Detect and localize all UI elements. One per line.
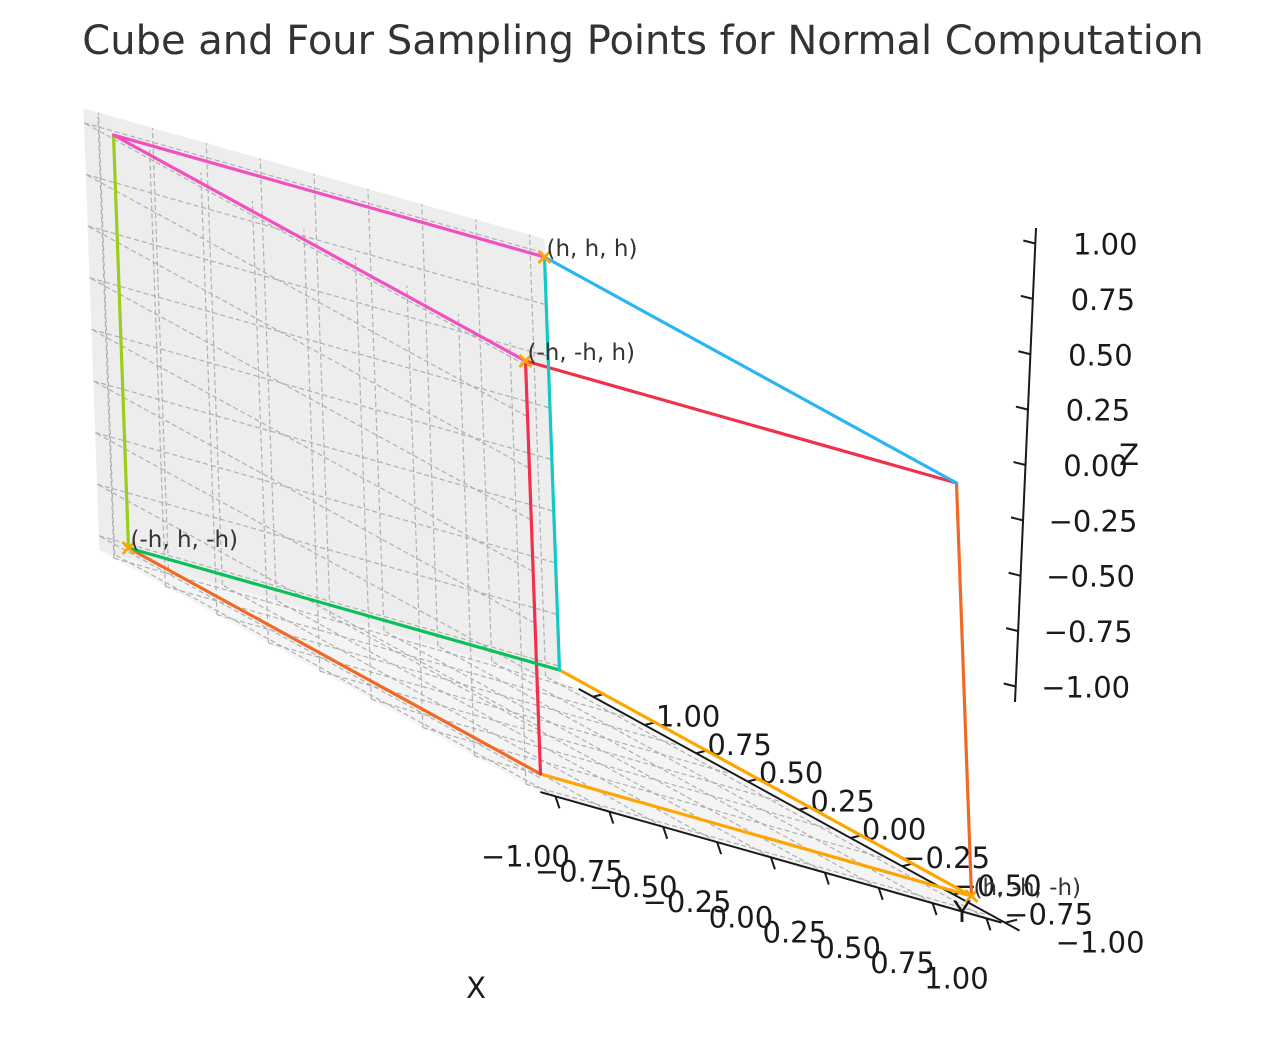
gridline	[94, 432, 537, 675]
y-tick-label: −0.75	[1004, 897, 1093, 931]
x-tick	[608, 811, 615, 824]
gridline	[475, 219, 493, 662]
z-tick-label: 0.75	[1071, 283, 1136, 317]
cube-edge	[557, 668, 974, 898]
gridline	[354, 257, 373, 700]
x-tick-label: 0.25	[763, 916, 828, 950]
z-tick	[1005, 627, 1019, 633]
cube-edge	[523, 359, 959, 485]
sampling-points: (h, -h, -h) (-h, h, -h) (-h, -h, h) (h, h, …	[121, 236, 1082, 903]
x-tick	[554, 796, 561, 809]
z-tick-label: −0.25	[1049, 504, 1138, 538]
gridline	[87, 225, 529, 469]
sampling-point-label: (h, h, h)	[547, 236, 638, 262]
z-tick-label: 0.25	[1066, 394, 1131, 428]
cube-edge	[111, 133, 528, 363]
gridline	[421, 204, 439, 647]
gridline	[509, 342, 527, 785]
gridline	[528, 234, 547, 677]
gridline	[151, 127, 170, 570]
cube-edge	[542, 255, 959, 485]
gridline	[98, 535, 541, 779]
axes: −1.00−1.00−0.75−0.75−0.50 −0.50−0.25−0.25…	[481, 228, 1145, 996]
z-tick-label: −0.50	[1046, 560, 1135, 594]
z-tick	[1015, 405, 1029, 411]
x-tick-label: −0.75	[535, 855, 624, 889]
z-tick	[1018, 350, 1031, 356]
x-tick	[877, 887, 884, 901]
x-tick-label: −1.00	[481, 839, 570, 873]
z-tick	[1013, 461, 1026, 466]
z-tick-label: 0.00	[1063, 449, 1128, 483]
gridline	[114, 554, 556, 797]
cube-edge	[111, 133, 547, 259]
x-tick-label: 0.50	[816, 931, 881, 965]
x-tick	[662, 826, 669, 840]
sampling-point-label: (-h, -h, h)	[528, 340, 636, 366]
gridline	[85, 173, 527, 417]
gridline	[89, 277, 531, 521]
cube-edge	[126, 546, 562, 672]
marker-stroke	[121, 541, 136, 555]
sampling-point-marker	[518, 354, 533, 368]
x-tick	[985, 918, 992, 931]
gridline	[457, 314, 476, 756]
gridline	[97, 112, 116, 555]
cube-edge	[954, 481, 974, 898]
z-tick	[1020, 294, 1034, 300]
gridline	[97, 116, 115, 559]
x-axis-label: X	[466, 971, 486, 1005]
x-tick	[769, 857, 776, 870]
x-tick	[823, 872, 830, 885]
gridline	[91, 328, 533, 572]
cube	[111, 133, 974, 898]
cube-edge	[111, 133, 131, 550]
z-tick	[1010, 516, 1024, 522]
x-tick-label: 0.75	[870, 946, 935, 980]
sampling-point-marker	[964, 889, 979, 903]
y-tick-label: −1.00	[1056, 926, 1145, 960]
marker-stroke	[537, 250, 552, 264]
cube-edge	[126, 546, 543, 776]
z-tick	[1023, 239, 1036, 245]
sampling-point-marker	[121, 541, 136, 555]
z-tick-label: −0.75	[1044, 615, 1133, 649]
gridline	[205, 143, 223, 586]
pane-y	[83, 108, 561, 681]
gridline	[251, 201, 270, 643]
x-tick-label: 0.00	[709, 900, 774, 934]
gridline	[367, 188, 385, 631]
gridline	[303, 229, 321, 672]
z-tick-label: 1.00	[1073, 228, 1138, 262]
gridline	[259, 158, 277, 601]
y-axis-label: Y	[952, 895, 971, 929]
gridline	[83, 122, 526, 366]
marker-stroke	[518, 354, 533, 368]
chart-title: Cube and Four Sampling Points for Normal…	[82, 18, 1203, 64]
sampling-point-label: (h, -h, -h)	[974, 875, 1082, 901]
x-tick	[716, 841, 723, 855]
sampling-point-marker	[537, 250, 552, 264]
gridline	[406, 285, 424, 728]
x-tick	[931, 902, 938, 916]
z-tick-label: −1.00	[1041, 670, 1130, 704]
x-tick-label: −0.25	[643, 885, 732, 919]
z-axis-label: Z	[1119, 438, 1139, 472]
y-tick	[1004, 918, 1018, 924]
z-tick	[1003, 682, 1016, 688]
x-tick-label: −0.50	[589, 870, 678, 904]
cube-edge	[542, 255, 562, 672]
cube-edge	[523, 359, 543, 776]
z-tick-label: 0.50	[1068, 338, 1133, 372]
marker-stroke	[964, 889, 979, 903]
sampling-point-label: (-h, h, -h)	[131, 527, 239, 553]
z-tick	[1008, 571, 1021, 577]
x-tick-label: 1.00	[924, 961, 989, 995]
cube-edge	[538, 772, 974, 898]
gridline	[148, 144, 167, 587]
y-tick-label: −0.50	[953, 869, 1042, 903]
y-tick-label: −0.25	[901, 841, 990, 875]
gridline	[200, 172, 218, 615]
